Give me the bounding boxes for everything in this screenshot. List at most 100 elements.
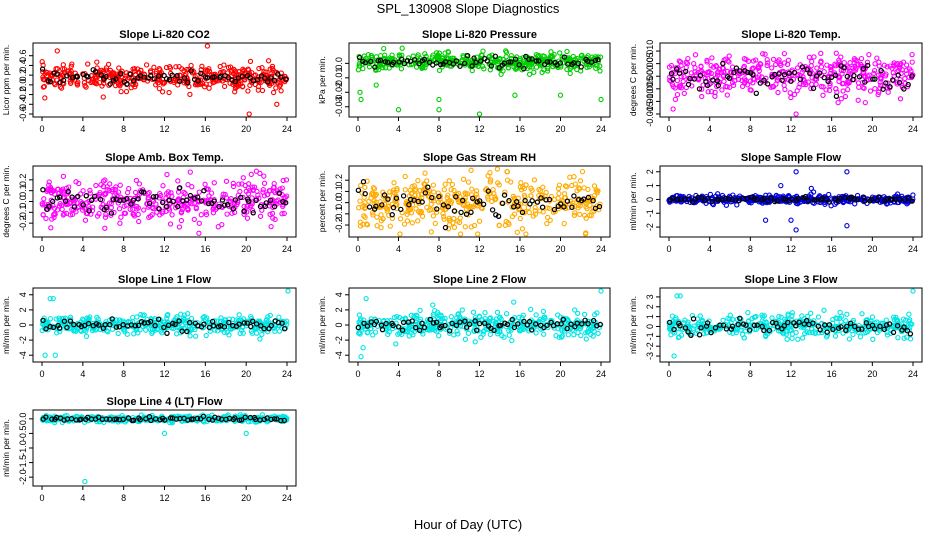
panel-6-ytick-label: 1	[645, 183, 655, 188]
panel-5-ylabel: percent per min.	[317, 171, 327, 232]
panel-5-mean-point	[539, 204, 546, 210]
panel-3-point	[692, 52, 699, 58]
panel-5-mean-point	[489, 207, 496, 213]
panel-2-point	[511, 64, 517, 70]
panel-3-point	[674, 77, 681, 84]
panel-8-ytick-label: 2	[334, 307, 344, 312]
panel-2-point	[357, 57, 363, 63]
panel-1-mean-point	[195, 77, 201, 84]
panel-7-ytick-label: -4	[18, 351, 28, 359]
panel-6-xtick-label: 24	[908, 244, 918, 254]
panel-2-mean-point	[450, 61, 457, 67]
panel-3-point	[813, 81, 819, 87]
panel-9-xtick-label: 16	[827, 369, 837, 379]
panel-1-point	[258, 79, 264, 85]
panel-5-point	[415, 218, 421, 224]
panel-4-ylabel: degrees C per min.	[1, 165, 11, 237]
panel-2-mean-point	[592, 57, 599, 64]
panel-10-xtick-label: 0	[39, 493, 44, 503]
panel-7-ytick-label: -2	[18, 336, 28, 344]
panel-6-xtick-label: 8	[748, 244, 753, 254]
panel-2-point	[481, 66, 487, 72]
panel-4-point	[164, 171, 170, 178]
panel-3-ylabel: degrees C per min.	[628, 44, 638, 116]
panel-6-ytick-label: 2	[645, 169, 655, 174]
panel-5-point	[409, 220, 415, 226]
panel-9-point	[697, 313, 703, 319]
panel-5-mean-point	[458, 209, 464, 216]
panel-4-point	[107, 181, 113, 187]
panel-1-point	[106, 69, 112, 76]
panel-2-point	[399, 45, 405, 51]
panel-6-outlier-point	[844, 169, 850, 175]
panel-4-point	[117, 182, 123, 188]
panel-9-mean-point	[907, 331, 914, 337]
panel-5-point	[397, 231, 403, 237]
panel-10-ylabel: ml/min per min.	[1, 419, 11, 477]
panel-8-outlier-point	[358, 354, 364, 360]
panel-2-mean-point	[521, 65, 527, 72]
panel-2-point	[557, 50, 563, 56]
panel-1-point	[201, 84, 208, 90]
panel-7-point	[131, 331, 137, 337]
panel-1-point	[225, 70, 231, 76]
panel-7-ytick-label: 0	[18, 322, 28, 327]
panel-5-point	[587, 202, 593, 208]
panel-9-point	[883, 317, 889, 323]
panel-1-point	[281, 73, 288, 80]
panel-10-ytick-label: -1.0	[18, 440, 28, 456]
panel-3-point	[691, 60, 697, 67]
panel-8-point	[436, 333, 442, 339]
panel-2-mean-point	[523, 53, 529, 60]
panel-1-point	[184, 75, 190, 81]
panel-9-ytick-label: -2	[645, 342, 655, 350]
panel-2-point	[500, 68, 506, 74]
panel-3-point	[782, 86, 788, 93]
panel-4-point	[176, 224, 183, 230]
panel-8-title: Slope Line 2 Flow	[433, 274, 526, 286]
panel-9-point	[799, 313, 805, 319]
panel-3-point	[826, 87, 833, 94]
panel-1-point	[203, 81, 209, 87]
panel-7-outlier-point	[285, 288, 291, 294]
panel-3-point	[787, 90, 793, 96]
panel-1-point	[221, 83, 228, 90]
panel-2-mean-point	[372, 64, 378, 70]
panel-2-mean-point	[512, 56, 519, 62]
panel-1-point	[143, 62, 150, 68]
panel-10-xtick-label: 20	[241, 493, 251, 503]
panel-6-outlier-point	[778, 182, 784, 189]
panel-1-mean-point	[169, 72, 175, 78]
panel-9-outlier-point	[671, 353, 677, 359]
panel-8-ytick-label: -2	[334, 336, 344, 344]
panel-1-mean-point	[272, 77, 278, 84]
panel-1-mean-point	[198, 70, 204, 77]
panel-1-mean-point	[92, 69, 99, 75]
panel-1-mean-point	[113, 76, 119, 82]
panel-8-xtick-label: 20	[555, 369, 565, 379]
panel-3-outlier-point	[793, 111, 799, 117]
panel-8-xtick-label: 12	[474, 369, 484, 379]
panel-8-ytick-label: 4	[334, 292, 344, 297]
panel-4-mean-point	[187, 192, 194, 199]
panel-2-point	[415, 52, 421, 58]
panel-8-point	[540, 308, 547, 315]
panel-3-point	[791, 91, 798, 98]
panel-9-xtick-label: 20	[867, 369, 877, 379]
panel-3-point	[709, 55, 715, 61]
panel-2-point	[381, 45, 387, 52]
panel-8-point	[533, 312, 539, 318]
panel-7-xtick-label: 24	[282, 369, 292, 379]
panel-2-point	[398, 66, 405, 72]
panel-3-xtick-label: 16	[827, 124, 837, 134]
panel-4-point	[178, 217, 185, 224]
panel-3-xtick-label: 24	[908, 124, 918, 134]
panel-4-point	[59, 206, 65, 213]
panel-3-point	[833, 50, 839, 56]
panel-5-point	[476, 218, 483, 224]
panel-8-xtick-label: 0	[355, 369, 360, 379]
panel-2-mean-point	[416, 60, 422, 67]
panel-3-point	[872, 61, 878, 67]
panel-3-point	[855, 97, 861, 103]
panel-5-point	[526, 209, 532, 216]
